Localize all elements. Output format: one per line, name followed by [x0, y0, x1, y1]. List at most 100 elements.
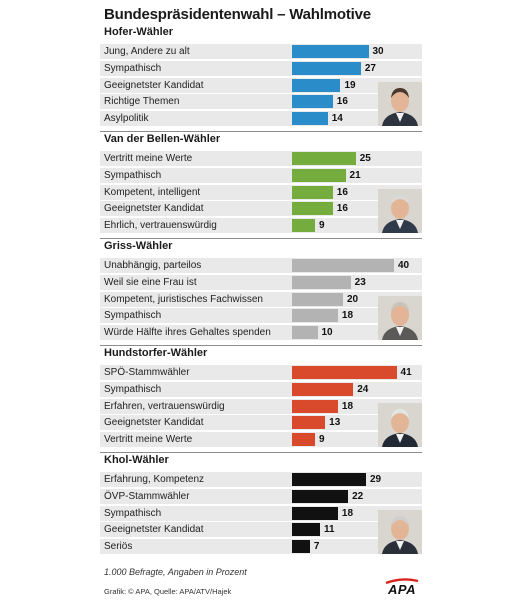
bar-category-label: Sympathisch: [104, 169, 162, 181]
row-background: [100, 398, 422, 414]
bar-value-label: 30: [372, 46, 384, 57]
bar-category-label: Unabhängig, parteilos: [104, 260, 202, 271]
bar: [292, 366, 397, 379]
bar-category-label: SPÖ-Stammwähler: [104, 367, 190, 378]
bar-category-label: Ehrlich, vertrauenswürdig: [104, 220, 217, 232]
bar-value-label: 19: [344, 79, 356, 91]
bar-category-label: Weil sie eine Frau ist: [104, 276, 197, 288]
bar-value-label: 13: [329, 417, 341, 429]
bar-category-label: Sympathisch: [104, 383, 162, 395]
bar-category-label: Geeignetster Kandidat: [104, 203, 204, 215]
bar: [292, 382, 354, 396]
bar: [292, 45, 369, 58]
bar-category-label: Erfahrung, Kompetenz: [104, 474, 205, 485]
row-background: [100, 432, 422, 448]
apa-logo: APA: [382, 578, 422, 597]
bar: [292, 95, 333, 109]
bar-value-label: 23: [354, 276, 366, 288]
section-title: Griss-Wähler: [104, 240, 173, 252]
bar-value-label: 11: [324, 524, 335, 536]
bar-category-label: Vertritt meine Werte: [104, 153, 193, 164]
bar: [292, 292, 343, 306]
bar-category-label: Geeignetster Kandidat: [104, 524, 204, 536]
bar-value-label: 24: [357, 383, 369, 395]
row-background: [100, 184, 422, 200]
bar-value-label: 18: [341, 310, 354, 322]
bar-category-label: Sympathisch: [104, 310, 162, 322]
bar: [292, 168, 346, 182]
bar: [292, 152, 356, 165]
bar-value-label: 9: [318, 434, 325, 446]
bar-value-label: 9: [318, 220, 325, 232]
bar-category-label: Seriös: [104, 541, 133, 553]
griss-portrait: [378, 296, 422, 341]
credit-line: Grafik: © APA, Quelle: APA/ATV/Hajek: [104, 587, 232, 596]
row-background: [100, 201, 422, 217]
bar: [292, 523, 321, 537]
row-background: [100, 325, 422, 341]
bar: [292, 112, 328, 126]
hundstorfer-portrait: [378, 403, 422, 448]
bar: [292, 489, 349, 503]
row-background: [100, 308, 422, 324]
section-divider: [100, 345, 422, 347]
bar-category-label: Richtige Themen: [104, 96, 180, 108]
bar-value-label: 16: [336, 96, 348, 108]
section-divider: [100, 238, 422, 240]
bar-category-label: ÖVP-Stammwähler: [104, 490, 190, 502]
bar: [292, 433, 315, 447]
section-divider: [100, 131, 422, 133]
section-title: Khol-Wähler: [104, 454, 169, 466]
bar-category-label: Erfahren, vertrauenswürdig: [104, 400, 225, 412]
section-title: Van der Bellen-Wähler: [104, 133, 221, 145]
hofer-portrait: [378, 82, 422, 127]
bar-category-label: Würde Hälfte ihres Gehaltes spenden: [104, 327, 271, 339]
bar: [292, 275, 351, 289]
row-background: [100, 522, 422, 538]
bar: [292, 473, 366, 486]
bar-category-label: Jung, Andere zu alt: [104, 46, 190, 57]
khol-portrait: [378, 510, 422, 555]
bar-value-label: 21: [349, 169, 361, 181]
bar: [292, 185, 333, 199]
bar: [292, 219, 315, 233]
bar-category-label: Kompetent, intelligent: [104, 186, 201, 198]
footnote: 1.000 Befragte, Angaben in Prozent: [104, 567, 247, 577]
bar-category-label: Sympathisch: [104, 507, 162, 519]
bar-category-label: Geeignetster Kandidat: [104, 417, 204, 429]
row-background: [100, 94, 422, 110]
bar: [292, 326, 318, 340]
bar-value-label: 25: [359, 153, 371, 164]
bar-value-label: 18: [341, 507, 354, 519]
bar-value-label: 14: [331, 113, 343, 125]
bar-value-label: 20: [347, 293, 359, 305]
bar: [292, 259, 394, 272]
bar: [292, 399, 338, 413]
bar-value-label: 16: [336, 186, 348, 198]
bar-value-label: 10: [321, 327, 333, 339]
bar-value-label: 40: [398, 260, 410, 271]
bar-category-label: Vertritt meine Werte: [104, 434, 193, 446]
logo-swoosh-icon: [385, 578, 419, 584]
bar: [292, 202, 333, 216]
row-background: [100, 415, 422, 431]
bar-value-label: 7: [313, 541, 320, 553]
bar: [292, 61, 361, 75]
row-background: [100, 77, 422, 93]
van-der-bellen-portrait: [378, 189, 422, 234]
chart-title: Bundespräsidentenwahl – Wahlmotive: [104, 6, 371, 23]
bar-category-label: Kompetent, juristisches Fachwissen: [104, 293, 263, 305]
bar: [292, 309, 338, 323]
section-title: Hundstorfer-Wähler: [104, 347, 208, 359]
bar-value-label: 16: [336, 203, 348, 215]
row-background: [100, 111, 422, 127]
bar-value-label: 41: [400, 367, 412, 378]
row-background: [100, 505, 422, 521]
row-background: [100, 539, 422, 555]
row-background: [100, 218, 422, 234]
bar-category-label: Geeignetster Kandidat: [104, 79, 204, 91]
section-divider: [100, 452, 422, 454]
logo-text: APA: [388, 582, 416, 597]
bar-value-label: 29: [369, 474, 382, 485]
bar: [292, 78, 341, 92]
